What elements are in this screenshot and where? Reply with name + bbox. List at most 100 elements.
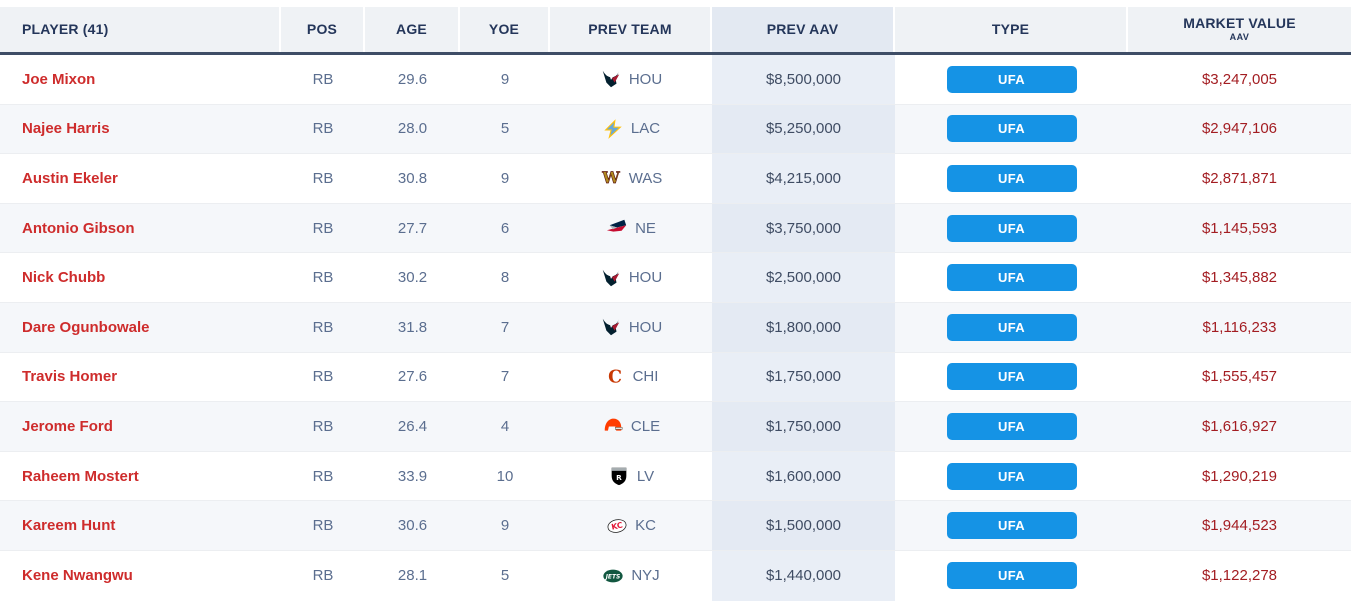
age-cell: 31.8 [397,318,428,336]
type-badge[interactable]: UFA [946,264,1077,292]
team-abbr: CLE [630,417,661,435]
column-header-market-value-label: MARKET VALUE [1183,15,1296,32]
age-cell: 26.4 [397,417,428,435]
prev-team-cell: R LV [550,452,712,501]
age-cell: 30.6 [397,517,428,535]
player-name-link[interactable]: Antonio Gibson [22,219,135,237]
column-header-yoe[interactable]: YOE [460,7,550,52]
column-header-market-value[interactable]: MARKET VALUE AAV [1128,7,1351,52]
team-abbr: WAS [628,169,663,187]
type-badge[interactable]: UFA [946,462,1077,490]
team-abbr: HOU [628,318,663,336]
type-badge[interactable]: UFA [946,214,1077,242]
prev-team-cell: KC KC [550,501,712,550]
column-header-age[interactable]: AGE [365,7,460,52]
player-name-link[interactable]: Kareem Hunt [22,517,116,535]
column-header-pos[interactable]: POS [281,7,365,52]
player-name-link[interactable]: Raheem Mostert [22,467,139,485]
type-cell: UFA [895,501,1128,550]
market-value-cell: $3,247,005 [1201,70,1278,88]
yoe-cell: 5 [500,120,510,138]
age-cell: 30.8 [397,169,428,187]
type-badge[interactable]: UFA [946,412,1077,440]
market-value-cell: $2,871,871 [1201,169,1278,187]
team-logo-hou-icon [600,267,622,289]
market-value-cell: $1,145,593 [1201,219,1278,237]
team-logo-chi-icon: C [604,366,626,388]
type-cell: UFA [895,253,1128,302]
player-name-link[interactable]: Najee Harris [22,120,110,138]
column-header-player[interactable]: PLAYER (41) [0,7,281,52]
yoe-cell: 7 [500,318,510,336]
column-header-prev-team-label: PREV TEAM [588,20,672,37]
team-abbr: HOU [628,269,663,287]
type-badge[interactable]: UFA [946,164,1077,192]
pos-cell: RB [312,517,334,535]
prev-team-cell: NE [550,204,712,253]
type-badge[interactable]: UFA [946,363,1077,391]
age-cell: 27.6 [397,368,428,386]
table-row: Jerome Ford RB 26.4 4 CLE $1,750,000 UFA $1,616… [0,402,1351,452]
prev-team-cell: HOU [550,253,712,302]
player-name-link[interactable]: Austin Ekeler [22,169,118,187]
table-header-row: PLAYER (41) POS AGE YOE PREV TEAM PREV A… [0,0,1351,55]
market-value-cell: $1,944,523 [1201,517,1278,535]
player-name-link[interactable]: Kene Nwangwu [22,567,133,585]
team-abbr: NE [635,219,656,237]
player-name-link[interactable]: Joe Mixon [22,70,96,88]
prev-aav-cell: $1,750,000 [712,402,895,451]
type-badge[interactable]: UFA [946,65,1077,93]
team-logo-hou-icon [600,316,622,338]
type-badge[interactable]: UFA [946,313,1077,341]
type-badge[interactable]: UFA [946,562,1077,590]
pos-cell: RB [312,269,334,287]
prev-team-cell: HOU [550,55,712,104]
pos-cell: RB [312,169,334,187]
table-row: Nick Chubb RB 30.2 8 HOU $2,500,000 UFA $1,345,… [0,253,1351,303]
type-cell: UFA [895,303,1128,352]
table-row: Kareem Hunt RB 30.6 9 KC KC $1,500,000 UFA $1,94… [0,501,1351,551]
column-header-prev-team[interactable]: PREV TEAM [550,7,712,52]
yoe-cell: 8 [500,269,510,287]
team-abbr: CHI [632,368,659,386]
prev-team-cell: JETS NYJ [550,551,712,601]
age-cell: 28.1 [397,567,428,585]
table-row: Joe Mixon RB 29.6 9 HOU $8,500,000 UFA $3,247,0… [0,55,1351,105]
team-logo-kc-icon: KC [606,515,628,537]
table-row: Kene Nwangwu RB 28.1 5 JETS NYJ $1,440,000 UFA $… [0,550,1351,601]
player-name-link[interactable]: Dare Ogunbowale [22,318,150,336]
type-badge[interactable]: UFA [946,115,1077,143]
market-value-cell: $1,122,278 [1201,567,1278,585]
svg-text:KC: KC [611,520,624,531]
pos-cell: RB [312,219,334,237]
table-body: Joe Mixon RB 29.6 9 HOU $8,500,000 UFA $3,247,0… [0,55,1351,601]
team-logo-ne-icon [606,217,628,239]
market-value-cell: $1,555,457 [1201,368,1278,386]
team-abbr: LV [636,467,655,485]
age-cell: 28.0 [397,120,428,138]
player-name-link[interactable]: Jerome Ford [22,417,113,435]
column-header-prev-aav[interactable]: PREV AAV [712,7,895,52]
yoe-cell: 9 [500,169,510,187]
team-logo-nyj-icon: JETS [602,565,624,587]
table-row: Raheem Mostert RB 33.9 10 R LV $1,600,000 UFA $1… [0,451,1351,502]
column-header-prev-aav-label: PREV AAV [766,20,839,37]
team-abbr: KC [635,517,656,535]
yoe-cell: 10 [496,467,514,485]
player-name-link[interactable]: Nick Chubb [22,269,106,287]
prev-aav-cell: $5,250,000 [712,104,895,154]
table-row: Dare Ogunbowale RB 31.8 7 HOU $1,800,000 UFA $1… [0,302,1351,353]
prev-aav-cell: $1,500,000 [712,501,895,550]
prev-aav-cell: $1,750,000 [712,352,895,402]
column-header-type[interactable]: TYPE [895,7,1128,52]
type-badge[interactable]: UFA [946,512,1077,540]
market-value-cell: $1,290,219 [1201,467,1278,485]
type-cell: UFA [895,55,1128,104]
svg-text:W: W [601,169,620,188]
player-name-link[interactable]: Travis Homer [22,368,118,386]
pos-cell: RB [312,467,334,485]
column-header-player-label: PLAYER (41) [22,20,109,37]
pos-cell: RB [312,318,334,336]
type-cell: UFA [895,452,1128,501]
